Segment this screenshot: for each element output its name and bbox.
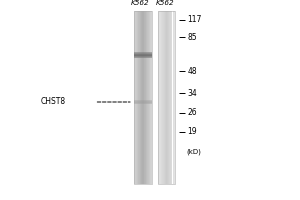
Bar xyxy=(134,100,152,101)
Text: CHST8: CHST8 xyxy=(41,98,66,106)
Bar xyxy=(145,11,146,184)
Bar xyxy=(170,11,171,184)
Bar xyxy=(159,11,160,184)
Bar xyxy=(135,11,136,184)
Bar xyxy=(144,11,145,184)
Bar xyxy=(149,11,150,184)
Bar xyxy=(134,55,152,56)
Bar xyxy=(136,11,137,184)
Bar xyxy=(134,11,152,184)
Text: 85: 85 xyxy=(188,32,197,42)
Bar xyxy=(165,11,166,184)
Bar xyxy=(146,11,147,184)
Bar xyxy=(134,54,152,55)
Bar xyxy=(134,101,152,102)
Bar xyxy=(158,11,159,184)
Text: (kD): (kD) xyxy=(186,149,201,155)
Bar xyxy=(158,11,175,184)
Bar xyxy=(141,11,142,184)
Bar xyxy=(147,11,148,184)
Text: 34: 34 xyxy=(188,88,197,98)
Text: 117: 117 xyxy=(188,16,202,24)
Bar xyxy=(134,103,152,104)
Bar xyxy=(139,11,140,184)
Bar xyxy=(134,102,152,103)
Bar xyxy=(160,11,161,184)
Bar xyxy=(169,11,170,184)
Bar xyxy=(140,11,141,184)
Text: 48: 48 xyxy=(188,66,197,75)
Bar xyxy=(172,11,173,184)
Bar xyxy=(134,53,152,54)
Bar xyxy=(137,11,138,184)
Bar xyxy=(134,11,135,184)
Bar xyxy=(167,11,168,184)
Bar xyxy=(173,11,174,184)
Bar xyxy=(134,56,152,57)
Bar xyxy=(134,57,152,58)
Bar xyxy=(162,11,163,184)
Bar xyxy=(138,11,139,184)
Bar xyxy=(164,11,165,184)
Text: 26: 26 xyxy=(188,108,197,117)
Bar xyxy=(151,11,152,184)
Bar xyxy=(143,11,144,184)
Bar xyxy=(148,11,149,184)
Text: K562: K562 xyxy=(156,0,175,6)
Bar xyxy=(150,11,151,184)
Bar xyxy=(171,11,172,184)
Text: K562: K562 xyxy=(131,0,150,6)
Bar xyxy=(161,11,162,184)
Text: 19: 19 xyxy=(188,128,197,136)
Bar xyxy=(163,11,164,184)
Bar xyxy=(168,11,169,184)
Bar xyxy=(174,11,175,184)
Bar xyxy=(142,11,143,184)
Bar xyxy=(134,52,152,53)
